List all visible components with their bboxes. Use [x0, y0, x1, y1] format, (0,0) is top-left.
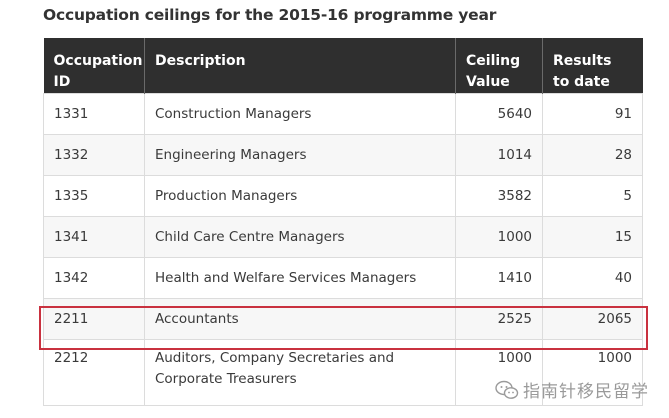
table-row-highlighted: 2211 Accountants 2525 2065: [43, 298, 643, 340]
cell-occupation-id: 1332: [43, 134, 145, 176]
cell-ceiling-value: 1000: [455, 339, 543, 406]
cell-ceiling-value: 1000: [455, 216, 543, 258]
cell-results-to-date: 5: [542, 175, 643, 217]
cell-description: Health and Welfare Services Managers: [144, 257, 456, 299]
cell-occupation-id: 2212: [43, 339, 145, 406]
cell-results-to-date: 1000: [542, 339, 643, 406]
cell-results-to-date: 91: [542, 93, 643, 135]
cell-results-to-date: 15: [542, 216, 643, 258]
cell-description: Production Managers: [144, 175, 456, 217]
table-header-row: Occupation ID Description Ceiling Value …: [43, 38, 643, 94]
header-occupation-id[interactable]: Occupation ID: [43, 38, 145, 94]
header-description[interactable]: Description: [144, 38, 456, 94]
header-ceiling-value[interactable]: Ceiling Value: [455, 38, 543, 94]
cell-occupation-id: 1335: [43, 175, 145, 217]
occupation-ceilings-table: Occupation ID Description Ceiling Value …: [43, 38, 643, 406]
cell-results-to-date: 2065: [542, 298, 643, 340]
cell-description: Child Care Centre Managers: [144, 216, 456, 258]
cell-ceiling-value: 1014: [455, 134, 543, 176]
cell-occupation-id: 1341: [43, 216, 145, 258]
watermark: 指南针移民留学: [495, 377, 649, 402]
cell-occupation-id: 1331: [43, 93, 145, 135]
cell-results-to-date: 40: [542, 257, 643, 299]
cell-description: Construction Managers: [144, 93, 456, 135]
cell-description: Engineering Managers: [144, 134, 456, 176]
cell-description: Auditors, Company Secretaries and Corpor…: [144, 339, 456, 406]
cell-occupation-id: 2211: [43, 298, 145, 340]
header-results-to-date[interactable]: Results to date: [542, 38, 643, 94]
table-row: 1342 Health and Welfare Services Manager…: [43, 257, 643, 299]
cell-ceiling-value: 5640: [455, 93, 543, 135]
table-row: 2212 Auditors, Company Secretaries and C…: [43, 339, 643, 406]
cell-ceiling-value: 2525: [455, 298, 543, 340]
table-row: 1332 Engineering Managers 1014 28: [43, 134, 643, 176]
cell-ceiling-value: 3582: [455, 175, 543, 217]
watermark-text: 指南针移民留学: [523, 382, 649, 402]
table-row: 1335 Production Managers 3582 5: [43, 175, 643, 217]
cell-occupation-id: 1342: [43, 257, 145, 299]
table-row: 1341 Child Care Centre Managers 1000 15: [43, 216, 643, 258]
cell-description: Accountants: [144, 298, 456, 340]
cell-results-to-date: 28: [542, 134, 643, 176]
cell-ceiling-value: 1410: [455, 257, 543, 299]
table-row: 1331 Construction Managers 5640 91: [43, 93, 643, 135]
table-caption: Occupation ceilings for the 2015-16 prog…: [43, 6, 497, 24]
wechat-icon: [495, 380, 519, 399]
